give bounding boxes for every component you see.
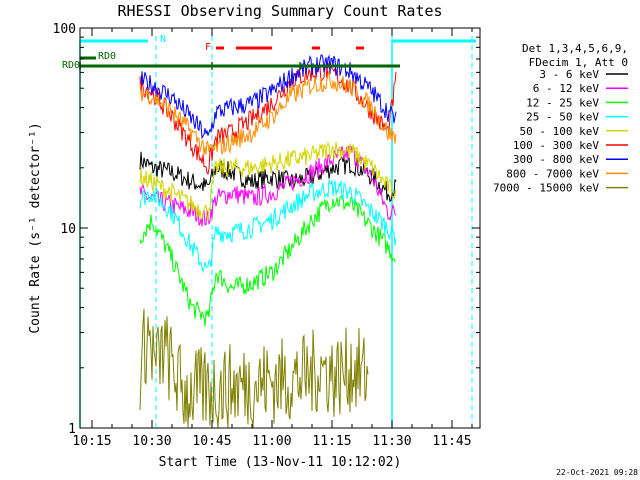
series-group: [139, 54, 397, 429]
series-line-8: [139, 308, 369, 429]
x-tick-label-5: 11:30: [372, 434, 411, 449]
legend-label-7: 800 - 7000 keV: [506, 167, 599, 180]
series-line-6: [139, 54, 397, 140]
series-line-2: [139, 194, 396, 327]
chart-title: RHESSI Observing Summary Count Rates: [117, 2, 442, 20]
legend-label-4: 50 - 100 keV: [520, 125, 600, 138]
timestamp: 22-Oct-2021 09:28: [556, 468, 638, 477]
x-tick-label-2: 10:45: [192, 434, 231, 449]
legend-label-2: 12 - 25 keV: [526, 96, 599, 109]
legend-label-5: 100 - 300 keV: [513, 139, 599, 152]
axes: 10:15 10:30 10:45 11:00 11:15 11:30 11:45 1 10 10…: [53, 22, 480, 449]
legend: Det 1,3,4,5,6,9,FDecim 1, Att 03 - 6 keV…: [493, 42, 628, 195]
x-tick-label-6: 11:45: [432, 434, 471, 449]
legend-label-6: 300 - 800 keV: [513, 153, 599, 166]
y-tick-label-1: 10: [60, 222, 76, 237]
x-tick-label-4: 11:15: [312, 434, 351, 449]
legend-label-8: 7000 - 15000 keV: [493, 182, 599, 195]
series-line-0: [139, 151, 397, 203]
rd0-label-top: RD0: [98, 51, 116, 62]
x-tick-label-3: 11:00: [252, 434, 291, 449]
y-tick-label-2: 100: [53, 22, 76, 37]
series-line-7: [139, 70, 397, 156]
legend-header-1: FDecim 1, Att 0: [529, 56, 628, 69]
legend-label-3: 25 - 50 keV: [526, 111, 599, 124]
series-line-3: [139, 179, 397, 274]
legend-label-0: 3 - 6 keV: [539, 68, 599, 81]
f-label: F: [205, 42, 211, 53]
legend-header-0: Det 1,3,4,5,6,9,: [522, 42, 628, 55]
y-axis-label: Count Rate (s⁻¹ detector⁻¹): [28, 122, 43, 333]
series-line-4: [139, 141, 397, 222]
x-axis-label: Start Time (13-Nov-11 10:12:02): [159, 455, 402, 470]
x-tick-label-1: 10:30: [132, 434, 171, 449]
y-tick-label-0: 1: [68, 422, 76, 437]
rd0-label-left: RD0: [62, 60, 80, 71]
x-tick-label-0: 10:15: [72, 434, 111, 449]
n-label: N: [160, 34, 166, 45]
legend-label-1: 6 - 12 keV: [533, 82, 600, 95]
